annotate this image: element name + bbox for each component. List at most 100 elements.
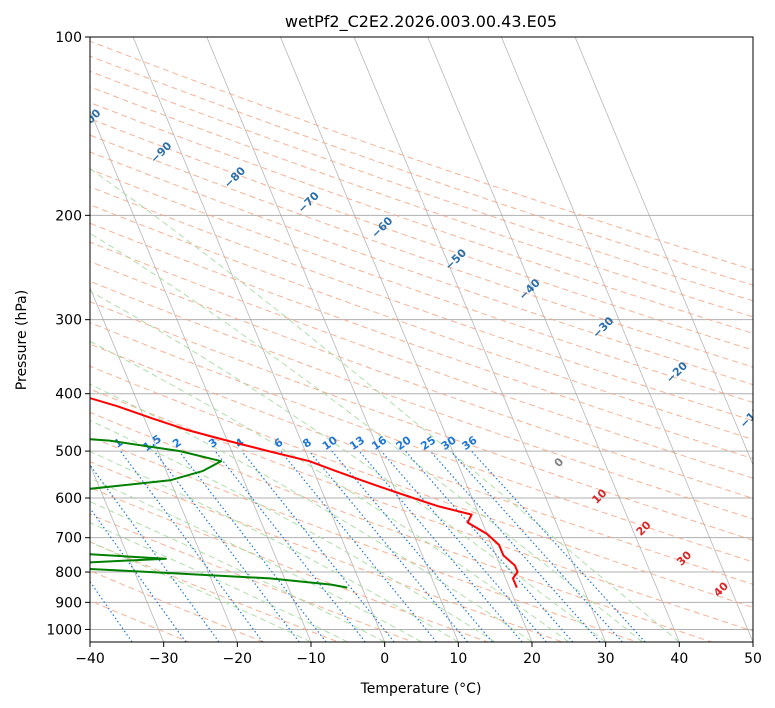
mixing-ratio-line: [90, 507, 187, 642]
mixing-ratio-line: [471, 450, 646, 642]
y-tick-label: 100: [55, 30, 82, 46]
dry-adiabat-line: [90, 411, 712, 642]
moist-adiabat-line: [90, 168, 680, 642]
x-tick-label: 50: [744, 651, 762, 667]
mixing-ratio-label: 25: [418, 434, 438, 453]
y-tick-label: 300: [55, 313, 82, 329]
mixing-ratio-line: [280, 450, 437, 642]
dry-adiabat-line: [90, 388, 753, 632]
isotherm-line: [90, 463, 165, 642]
isotherm-line: [206, 37, 459, 642]
moist-adiabat-line: [90, 501, 385, 642]
dry-adiabat-label: −70: [295, 189, 322, 216]
mixing-ratio-line: [241, 450, 395, 642]
moist-adiabat-line: [90, 383, 533, 642]
y-tick-label: 800: [55, 565, 82, 581]
dry-adiabat-label: −50: [443, 246, 470, 273]
x-tick-label: 10: [449, 651, 467, 667]
x-tick-label: 40: [670, 651, 688, 667]
dry-adiabat-line: [90, 102, 753, 334]
dry-adiabat-label: −60: [369, 214, 396, 241]
y-tick-label: 500: [55, 444, 82, 460]
dry-adiabat-line: [90, 541, 339, 642]
dry-adiabat-line: [90, 436, 638, 642]
dry-adiabat-line: [90, 151, 753, 386]
x-tick-label: −40: [75, 651, 105, 667]
dry-adiabat-line: [90, 461, 563, 642]
moist-adiabat-line: [90, 450, 459, 642]
mixing-ratio-line: [331, 450, 493, 642]
dry-adiabat-line: [90, 186, 753, 422]
mixing-ratio-label: 2: [170, 436, 184, 451]
dry-adiabat-label: −30: [590, 314, 617, 341]
dry-adiabat-line: [90, 343, 753, 585]
dry-adiabat-line: [90, 322, 753, 563]
moist-adiabat-line: [90, 419, 496, 642]
dry-adiabat-line: [90, 241, 753, 479]
moist-adiabat-line: [90, 541, 312, 642]
x-tick-label: −30: [149, 651, 179, 667]
dry-adiabat-line: [90, 40, 753, 271]
dry-adiabat-label: −10: [737, 404, 764, 431]
moist-adiabat-label: 20: [634, 518, 654, 538]
dry-adiabat-label: −40: [516, 276, 543, 303]
y-tick-label: 600: [55, 491, 82, 507]
mixing-ratio-line: [178, 450, 327, 642]
moist-adiabat-label: 10: [589, 486, 609, 506]
mixing-ratio-label: 10: [320, 433, 340, 453]
isotherm-line: [90, 286, 238, 642]
x-tick-label: −10: [296, 651, 326, 667]
mixing-ratio-line: [214, 450, 366, 642]
dry-adiabat-line: [90, 570, 264, 642]
mixing-ratio-line: [308, 450, 468, 642]
isotherm-line: [280, 37, 533, 642]
isotherm-line: [427, 37, 680, 642]
dry-adiabat-line: [90, 222, 753, 460]
mixing-ratio-label: 30: [439, 433, 459, 453]
mixing-ratio-line: [119, 450, 264, 642]
dry-adiabat-line: [90, 86, 753, 318]
dry-adiabat-line: [90, 365, 753, 608]
dry-adiabat-line: [90, 260, 753, 499]
temperature-profile-line: [90, 397, 519, 588]
mixing-ratio-line: [358, 450, 523, 642]
moist-adiabat-line: [90, 522, 349, 642]
mixing-ratio-line: [429, 450, 601, 642]
dry-adiabat-line: [90, 55, 753, 286]
mixing-ratio-label: 36: [459, 433, 479, 453]
y-tick-label: 200: [55, 208, 82, 224]
dry-adiabat-line: [90, 486, 488, 642]
y-tick-label: 700: [55, 531, 82, 547]
plot-frame: [89, 36, 754, 643]
mixing-ratio-line: [90, 464, 220, 642]
y-tick-label: 900: [55, 595, 82, 611]
moist-adiabat-label: 30: [674, 548, 694, 568]
x-axis-title: Temperature (°C): [360, 681, 482, 697]
isotherm-line: [353, 37, 607, 642]
isotherm-line: [574, 37, 753, 466]
x-tick-label: 20: [523, 651, 541, 667]
mixing-ratio-label: 8: [300, 436, 314, 451]
x-tick-label: 30: [597, 651, 615, 667]
moist-adiabat-line: [90, 477, 422, 642]
y-tick-label: 1000: [46, 622, 82, 638]
x-tick-label: 0: [380, 651, 389, 667]
x-tick-label: −20: [223, 651, 253, 667]
dry-adiabat-line: [90, 70, 753, 302]
y-axis-title: Pressure (hPa): [14, 290, 30, 390]
dry-adiabat-line: [90, 168, 753, 403]
isotherm-line: [132, 37, 386, 642]
mixing-ratio-line: [380, 450, 547, 642]
dry-adiabat-line: [90, 301, 753, 541]
moist-adiabat-label: 0: [552, 455, 567, 470]
plot-area: 0.10.20.40.611.52346810131620253036−100−…: [90, 37, 764, 642]
chart-title: wetPf2_C2E2.2026.003.00.43.E05: [285, 12, 557, 32]
isotherm-line: [501, 37, 753, 642]
dry-adiabat-line: [90, 118, 753, 351]
mixing-ratio-line: [153, 450, 300, 642]
dry-adiabat-line: [90, 134, 753, 368]
mixing-ratio-label: 6: [272, 436, 286, 451]
dry-adiabat-line: [90, 280, 753, 520]
dry-adiabat-line: [90, 204, 753, 441]
